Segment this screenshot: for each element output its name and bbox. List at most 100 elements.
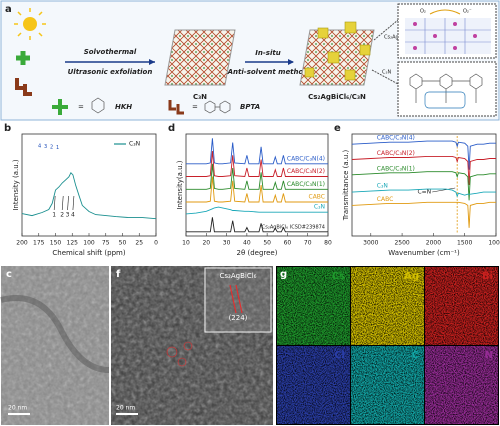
eds-speckle bbox=[351, 267, 424, 345]
legend-label: C₃N bbox=[129, 141, 140, 148]
element-label: C bbox=[412, 350, 419, 361]
series-label: CABC/C₃N(2) bbox=[377, 150, 415, 157]
tem-texture bbox=[1, 266, 109, 425]
element-label: Bi bbox=[482, 271, 493, 282]
series-label: C₃N bbox=[377, 183, 388, 190]
annotation-arrow bbox=[61, 195, 64, 211]
inset-label: C₃N bbox=[382, 70, 391, 76]
series-label: CABC/C₃N(4) bbox=[377, 135, 415, 142]
composite-label: Cs₂AgBiCl₆/C₃N bbox=[308, 93, 366, 101]
x-axis-label: 2θ (degree) bbox=[237, 249, 278, 257]
series-line bbox=[186, 163, 328, 190]
annotation-text: 4 bbox=[71, 212, 75, 219]
sheet-edge bbox=[0, 295, 110, 373]
particle-circles bbox=[166, 341, 193, 367]
series-line bbox=[186, 217, 328, 233]
scale-bar-label: 20 nm bbox=[8, 405, 27, 412]
x-tick-label: 40 bbox=[243, 240, 251, 247]
annotation-arrow bbox=[67, 195, 69, 211]
eds-speckle bbox=[425, 346, 498, 424]
arrow-head bbox=[149, 59, 155, 65]
x-tick-label: 1000 bbox=[488, 240, 500, 247]
x-tick-label: 150 bbox=[50, 240, 62, 247]
equals: = bbox=[78, 103, 84, 111]
series-line bbox=[351, 171, 496, 201]
panel-label: a bbox=[5, 4, 12, 15]
panel-f: f Cs₂AgBiCl₆ (224) 20 nm bbox=[111, 266, 273, 425]
annotation-text: C=N bbox=[417, 189, 431, 196]
element-label: Cs bbox=[332, 271, 345, 282]
x-tick-label: 25 bbox=[135, 240, 143, 247]
annotation-text: 3 bbox=[66, 212, 70, 219]
element-label: Ag bbox=[404, 271, 419, 282]
panel-label: g bbox=[280, 269, 287, 280]
hkh-icon bbox=[52, 99, 68, 115]
panel-g: Cs Ag Bi Cl C Ng bbox=[276, 266, 499, 425]
hkh-molecule bbox=[91, 97, 105, 114]
series-line bbox=[351, 140, 496, 170]
series-label: CABC bbox=[309, 194, 326, 201]
series-line bbox=[186, 176, 328, 203]
perovskite-cubes bbox=[304, 21, 371, 81]
inset-label: Cs₂AgBiCl₆ bbox=[384, 35, 410, 41]
x-tick-label: 50 bbox=[263, 240, 271, 247]
series-label: Cs₂AgBiCl₆ ICSD#239874 bbox=[262, 224, 325, 230]
c3n-structure bbox=[409, 73, 483, 109]
x-tick-label: 50 bbox=[119, 240, 127, 247]
crystal-lattice bbox=[405, 18, 491, 54]
series-line bbox=[21, 172, 157, 220]
x-tick-label: 75 bbox=[102, 240, 110, 247]
lattice-fringe bbox=[229, 284, 243, 314]
panel-label: b bbox=[4, 123, 11, 134]
annotation-arrow bbox=[72, 195, 75, 211]
x-tick-label: 1500 bbox=[457, 240, 472, 247]
series-label: CABC/C₃N(4) bbox=[287, 155, 325, 162]
bpta-icon bbox=[168, 100, 184, 115]
arrow-head bbox=[288, 59, 294, 65]
step-text: Anti-solvent method bbox=[227, 68, 310, 76]
panel-label: d bbox=[168, 123, 175, 134]
step-text: In-situ bbox=[255, 49, 280, 57]
x-axis-label: Wavenumber (cm⁻¹) bbox=[388, 249, 460, 257]
annotation-arrow bbox=[432, 187, 456, 193]
annotation-text: 2 bbox=[60, 212, 64, 219]
x-tick-label: 100 bbox=[83, 240, 95, 247]
panel-label: e bbox=[334, 123, 341, 134]
monomer-name: HKH bbox=[115, 103, 132, 111]
inset-plane: (224) bbox=[229, 314, 248, 322]
inset-texture bbox=[205, 268, 271, 332]
x-tick-label: 2500 bbox=[394, 240, 409, 247]
x-tick-label: 125 bbox=[67, 240, 79, 247]
series-line bbox=[351, 155, 496, 186]
sheet-label: C₃N bbox=[193, 93, 207, 101]
panel-c: c 20 nm bbox=[0, 266, 110, 425]
x-tick-label: 30 bbox=[223, 240, 231, 247]
x-tick-label: 70 bbox=[304, 240, 312, 247]
panel-a: a Solvothermal Ultrasonic exfoliation C₃… bbox=[0, 0, 500, 121]
x-axis-label: Chemical shift (ppm) bbox=[52, 249, 125, 257]
x-tick-label: 3000 bbox=[363, 240, 378, 247]
eds-speckle bbox=[351, 346, 424, 424]
step-text: Solvothermal bbox=[84, 48, 137, 56]
structure-label: 2 bbox=[50, 145, 53, 151]
x-tick-label: 60 bbox=[284, 240, 292, 247]
series-label: CABC/C₃N(1) bbox=[377, 165, 415, 172]
zoom-lines bbox=[371, 19, 399, 85]
y-axis-label: Intensity(a.u.) bbox=[176, 160, 184, 209]
eds-speckle bbox=[425, 267, 498, 345]
c3n-sheet bbox=[164, 29, 236, 86]
element-label: Cl bbox=[334, 350, 345, 361]
annotation-text: 1 bbox=[52, 212, 56, 219]
bpta-molecule bbox=[204, 100, 231, 114]
structure-label: 3 bbox=[44, 144, 47, 150]
panel-label: c bbox=[6, 269, 12, 280]
x-tick-label: 175 bbox=[33, 240, 45, 247]
series-line bbox=[186, 138, 328, 165]
series-label: CABC/C₃N(2) bbox=[287, 168, 325, 175]
annotation-arrow bbox=[53, 195, 56, 211]
y-axis-label: Transmittance (a.u.) bbox=[342, 149, 350, 221]
x-tick-label: 80 bbox=[324, 240, 332, 247]
series-line bbox=[185, 206, 328, 215]
equals: = bbox=[192, 103, 198, 111]
